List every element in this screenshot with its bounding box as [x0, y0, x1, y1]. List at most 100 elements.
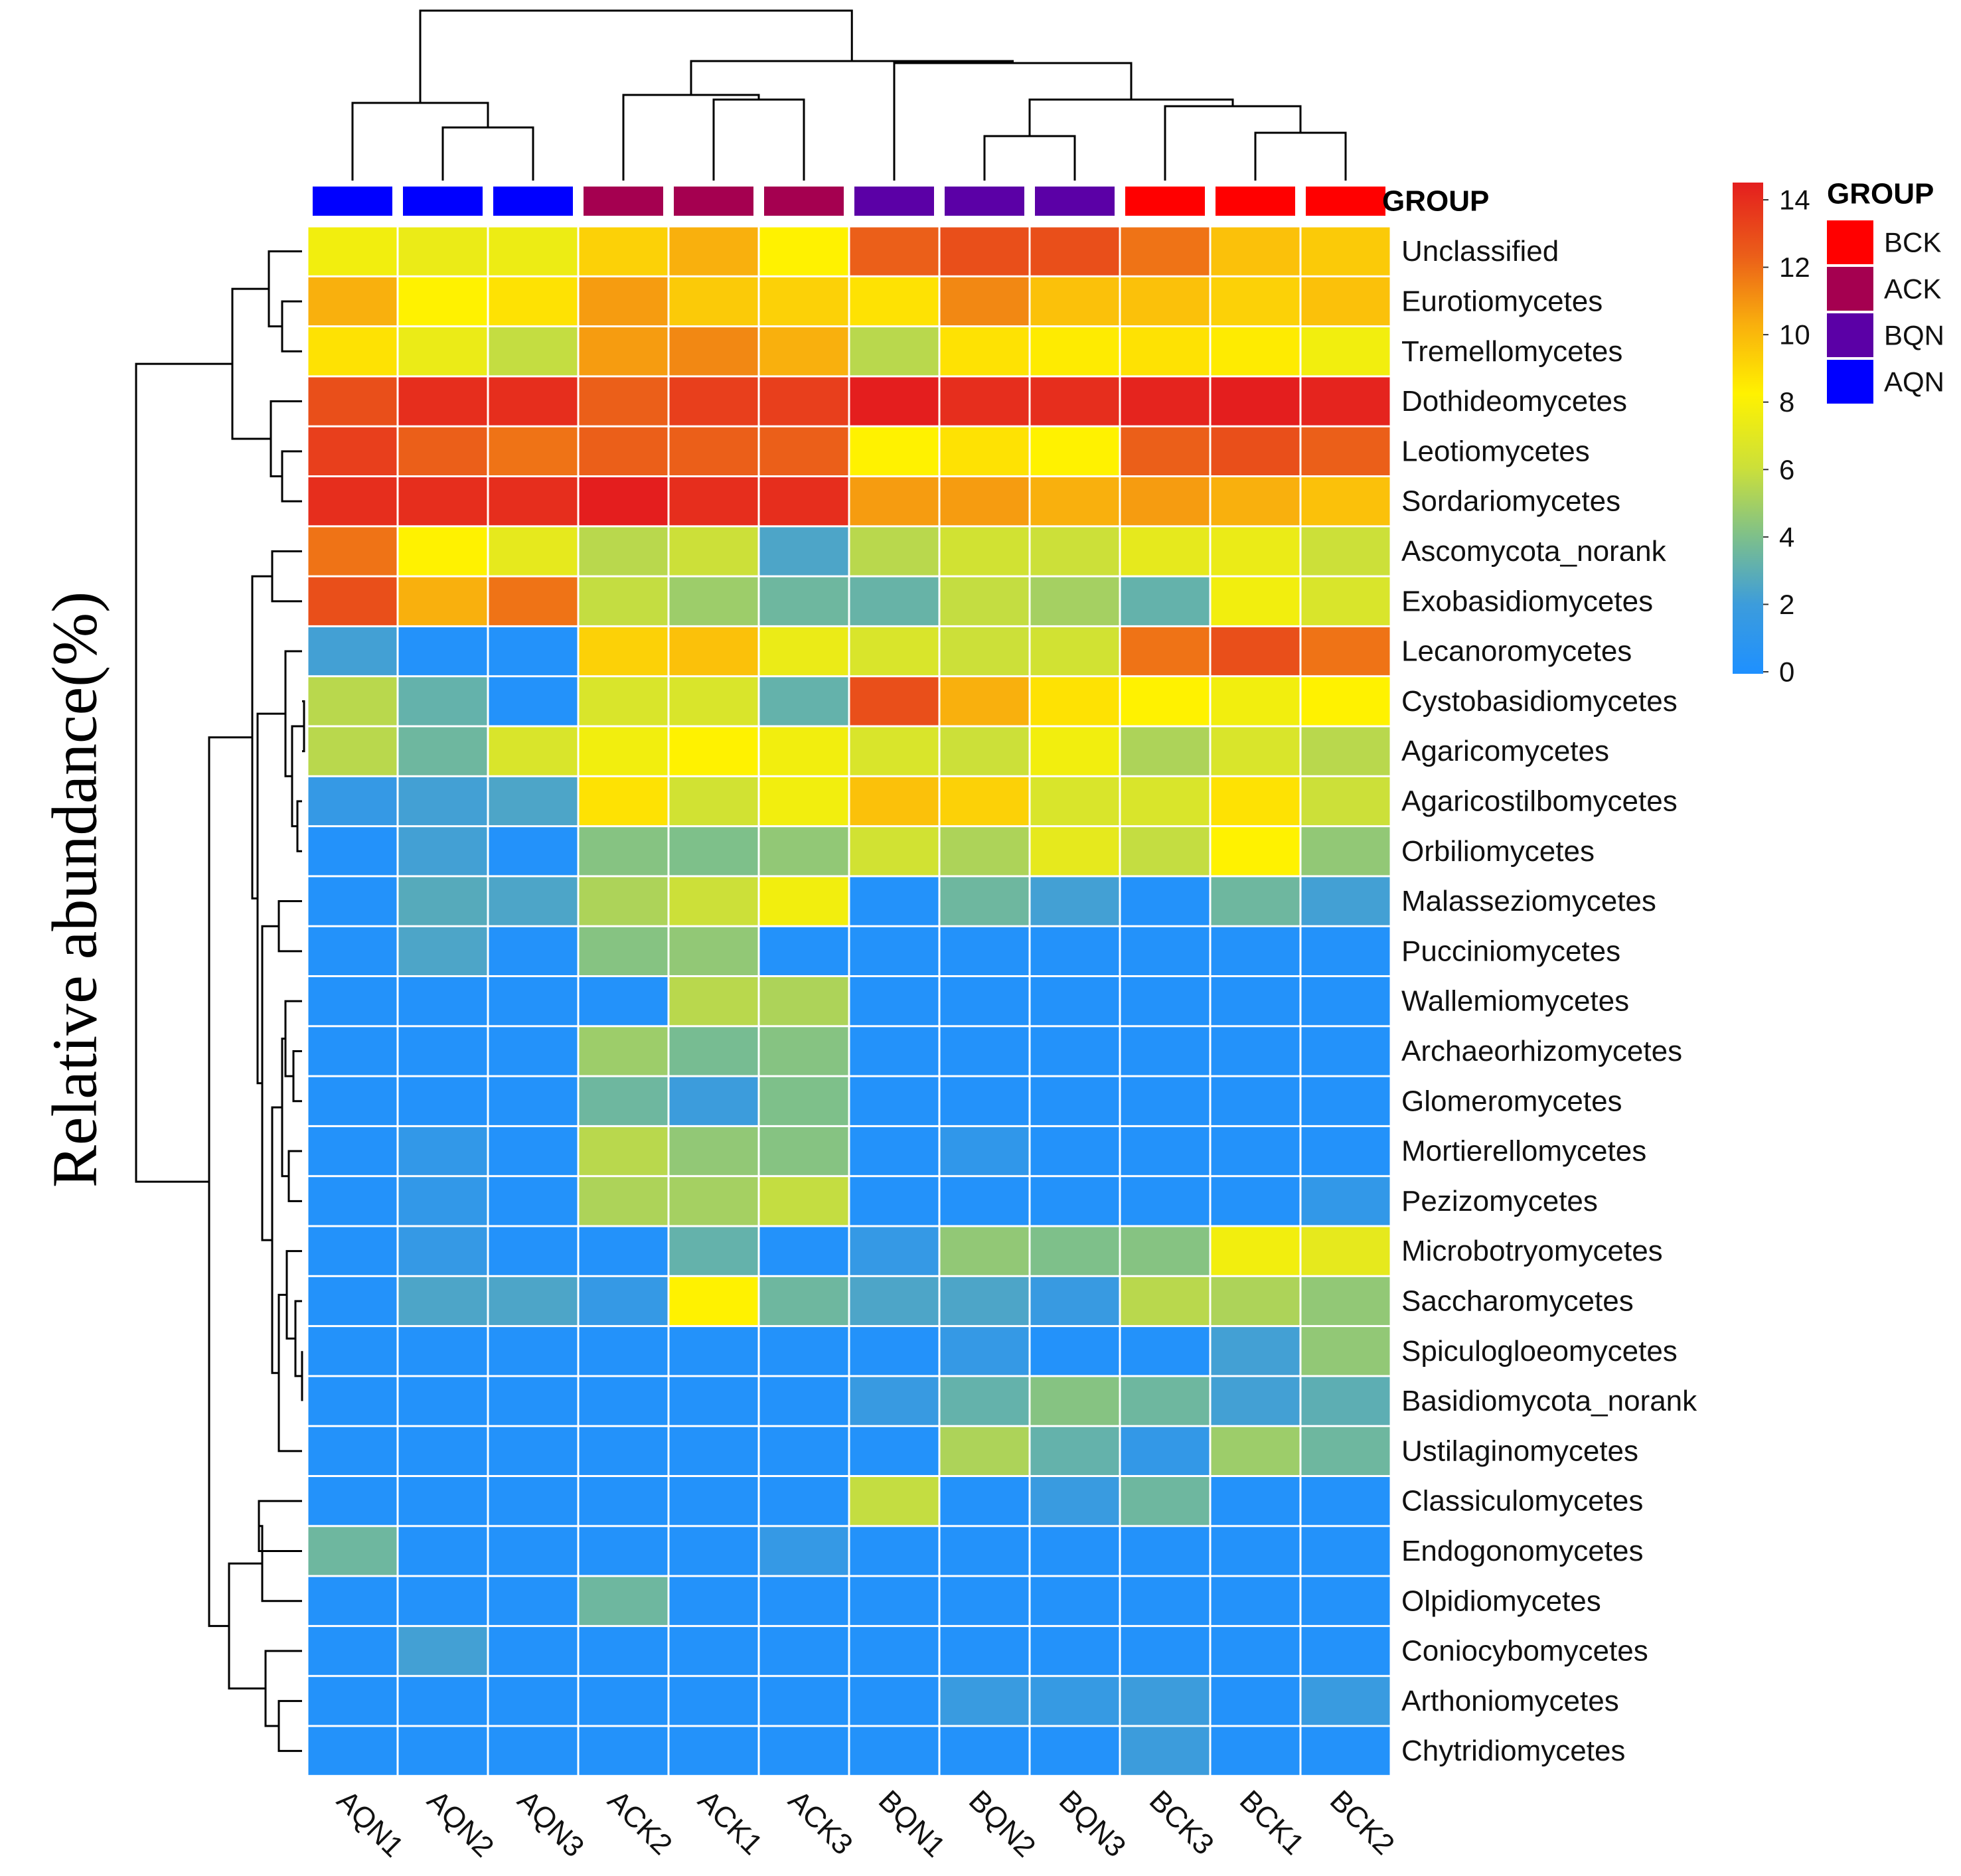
group-annotation-bar: [313, 187, 1385, 216]
heatmap-cell: [1121, 527, 1210, 576]
heatmap-cell: [940, 477, 1029, 526]
heatmap-cell: [1121, 827, 1210, 876]
heatmap-cell: [940, 777, 1029, 826]
heatmap-cell: [1030, 727, 1119, 775]
heatmap-cell: [1211, 1677, 1300, 1725]
row-label: Eurotiomycetes: [1401, 285, 1603, 317]
heatmap-cell: [1121, 1477, 1210, 1525]
heatmap-cell: [1121, 1626, 1210, 1676]
heatmap-cell: [850, 477, 939, 526]
heatmap-cell: [759, 527, 848, 576]
heatmap-cell: [759, 1427, 848, 1475]
heatmap-cell: [1121, 1027, 1210, 1075]
heatmap-cell: [308, 1527, 397, 1575]
heatmap-cell: [398, 577, 487, 625]
heatmap-cell: [1211, 277, 1300, 326]
heatmap-cell: [308, 1027, 397, 1075]
heatmap-cell: [940, 827, 1029, 876]
heatmap-cell: [308, 1626, 397, 1676]
dendrogram-branch: [296, 800, 302, 852]
heatmap-cell: [850, 1077, 939, 1125]
heatmap-cell: [1030, 1727, 1119, 1775]
row-label: Unclassified: [1401, 235, 1559, 268]
heatmap-cell: [940, 1477, 1029, 1525]
heatmap-cell: [1211, 677, 1300, 726]
dendrogram-branch: [271, 1106, 282, 1374]
row-label: Mortierellomycetes: [1401, 1135, 1646, 1168]
heatmap-cell: [308, 527, 397, 576]
heatmap-cell: [669, 1626, 758, 1676]
heatmap-cell: [940, 227, 1029, 275]
heatmap-cell: [850, 977, 939, 1026]
group-annotation-cell: [854, 187, 934, 216]
heatmap-cell: [1211, 777, 1300, 826]
heatmap-cell: [398, 1177, 487, 1225]
heatmap-cell: [579, 1527, 668, 1575]
heatmap-cell: [669, 1477, 758, 1525]
heatmap-cell: [579, 427, 668, 475]
row-label: Olpidiomycetes: [1401, 1585, 1601, 1617]
dendrogram-branch: [287, 1150, 302, 1202]
heatmap-cell: [759, 577, 848, 625]
dendrogram-branch: [258, 1500, 302, 1552]
heatmap-cell: [489, 1077, 578, 1125]
heatmap-cell: [489, 1227, 578, 1275]
heatmap-cell: [1301, 377, 1390, 426]
colorbar-tick-label: 6: [1779, 454, 1794, 485]
heatmap-cell: [1301, 877, 1390, 925]
heatmap-cell: [1301, 1377, 1390, 1425]
heatmap-cell: [1301, 1177, 1390, 1225]
group-annotation-cell: [493, 187, 573, 216]
dendrogram-branch: [622, 94, 760, 181]
heatmap-cell: [489, 1127, 578, 1176]
row-label: Tremellomycetes: [1401, 335, 1622, 368]
heatmap-cell: [579, 777, 668, 826]
heatmap-cell: [398, 1327, 487, 1375]
heatmap-cell: [1121, 627, 1210, 676]
dendrogram-branch: [228, 1562, 266, 1690]
heatmap-cell: [1030, 227, 1119, 275]
heatmap-cell: [1211, 927, 1300, 975]
heatmap-cell: [398, 1077, 487, 1125]
row-label: Microbotryomycetes: [1401, 1235, 1663, 1267]
heatmap-cell: [669, 877, 758, 925]
column-label: AQN2: [421, 1784, 500, 1863]
heatmap-cell: [1121, 1077, 1210, 1125]
row-label: Malasseziomycetes: [1401, 885, 1656, 917]
dendrogram-branch: [712, 98, 805, 181]
heatmap-cell: [850, 1477, 939, 1525]
heatmap-cell: [940, 1327, 1029, 1375]
heatmap-cell: [759, 1077, 848, 1125]
heatmap-cell: [669, 1177, 758, 1225]
dendrogram-branch: [277, 1294, 302, 1452]
row-label: Cystobasidiomycetes: [1401, 685, 1678, 718]
heatmap-cell: [579, 727, 668, 775]
heatmap-cell: [940, 677, 1029, 726]
heatmap-cell: [850, 277, 939, 326]
heatmap-cell: [308, 677, 397, 726]
heatmap-cell: [1030, 1626, 1119, 1676]
heatmap-cell: [669, 277, 758, 326]
heatmap-cell: [308, 427, 397, 475]
heatmap-cell: [579, 927, 668, 975]
colorbar-tick-label: 0: [1779, 657, 1794, 688]
heatmap-cell: [579, 827, 668, 876]
heatmap-cell: [669, 1727, 758, 1775]
heatmap-cell: [579, 227, 668, 275]
heatmap-cell: [1121, 727, 1210, 775]
column-label: BCK2: [1324, 1784, 1401, 1861]
heatmap-cell: [759, 327, 848, 376]
y-axis-label: Relative abundance(%): [39, 591, 110, 1188]
heatmap-cell: [1030, 427, 1119, 475]
heatmap-cell: [308, 1427, 397, 1475]
heatmap-cell: [489, 977, 578, 1026]
heatmap-cell: [1121, 1377, 1210, 1425]
group-legend: BCK ACK BQN AQN: [1827, 220, 1944, 404]
heatmap-cell: [940, 727, 1029, 775]
heatmap-cell: [579, 1626, 668, 1676]
heatmap-cell: [398, 1477, 487, 1525]
heatmap-cell: [579, 1727, 668, 1775]
dendrogram-branch: [268, 250, 302, 328]
heatmap-cell: [398, 377, 487, 426]
